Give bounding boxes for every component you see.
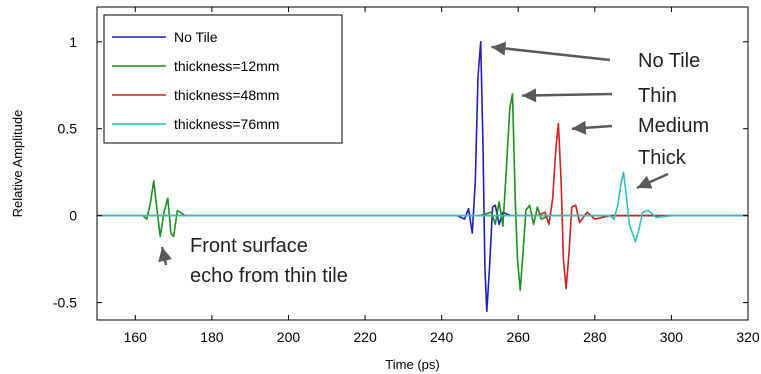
x-tick-label: 160 bbox=[124, 329, 148, 345]
axes: 160 180 200 220 240 260 280 300 320 -0.5 0 0.5 1 Time… bbox=[10, 6, 760, 372]
annotation-medium-arrow-head bbox=[571, 120, 587, 135]
x-axis-title: Time (ps) bbox=[385, 357, 439, 372]
annotation-front-surface-1-text: Front surface bbox=[190, 235, 308, 257]
y-tick-label: 0.5 bbox=[58, 121, 78, 137]
annotation-no-tile-arrow-shaft bbox=[491, 45, 611, 62]
annotation-front-surface-1-arrow-head bbox=[158, 246, 172, 263]
x-tick-label: 300 bbox=[660, 329, 684, 345]
y-tick-label: -0.5 bbox=[53, 295, 77, 311]
annotation-thin-arrow-head bbox=[522, 88, 537, 103]
annotation-medium-text: Medium bbox=[638, 115, 709, 137]
x-tick-label: 180 bbox=[200, 329, 224, 345]
series-line-4 bbox=[97, 171, 748, 243]
y-tick-label: 0 bbox=[69, 208, 77, 224]
legend-label-3: thickness=48mm bbox=[174, 87, 279, 103]
series-line-2 bbox=[97, 93, 748, 292]
legend: No Tile thickness=12mm thickness=48mm thick… bbox=[103, 14, 343, 144]
x-tick-label: 220 bbox=[353, 329, 377, 345]
x-tick-label: 200 bbox=[277, 329, 301, 345]
series-line-1 bbox=[97, 40, 748, 313]
annotations: No Tile Thin Medium Thick Front surface echo … bbox=[158, 41, 709, 287]
annotation-thick-text: Thick bbox=[638, 147, 687, 169]
y-axis-title: Relative Amplitude bbox=[10, 110, 25, 218]
legend-label-1: No Tile bbox=[174, 29, 218, 45]
x-tick-label: 260 bbox=[507, 329, 531, 345]
plot-frame bbox=[96, 6, 749, 321]
series-line-3 bbox=[97, 122, 748, 290]
annotation-no-tile-arrow-head bbox=[491, 41, 507, 56]
legend-label-2: thickness=12mm bbox=[174, 58, 279, 74]
annotation-no-tile-text: No Tile bbox=[638, 50, 700, 72]
x-tick-label: 280 bbox=[583, 329, 607, 345]
annotation-thin-arrow-shaft bbox=[522, 92, 613, 97]
x-tick-label: 240 bbox=[430, 329, 454, 345]
series-layer bbox=[97, 40, 748, 313]
x-tick-label: 320 bbox=[736, 329, 760, 345]
y-tick-label: 1 bbox=[69, 34, 77, 50]
annotation-thin-text: Thin bbox=[638, 85, 677, 107]
annotation-front-surface-2-text: echo from thin tile bbox=[190, 265, 348, 287]
legend-label-4: thickness=76mm bbox=[174, 116, 279, 132]
annotation-thick-arrow-head bbox=[636, 175, 653, 189]
